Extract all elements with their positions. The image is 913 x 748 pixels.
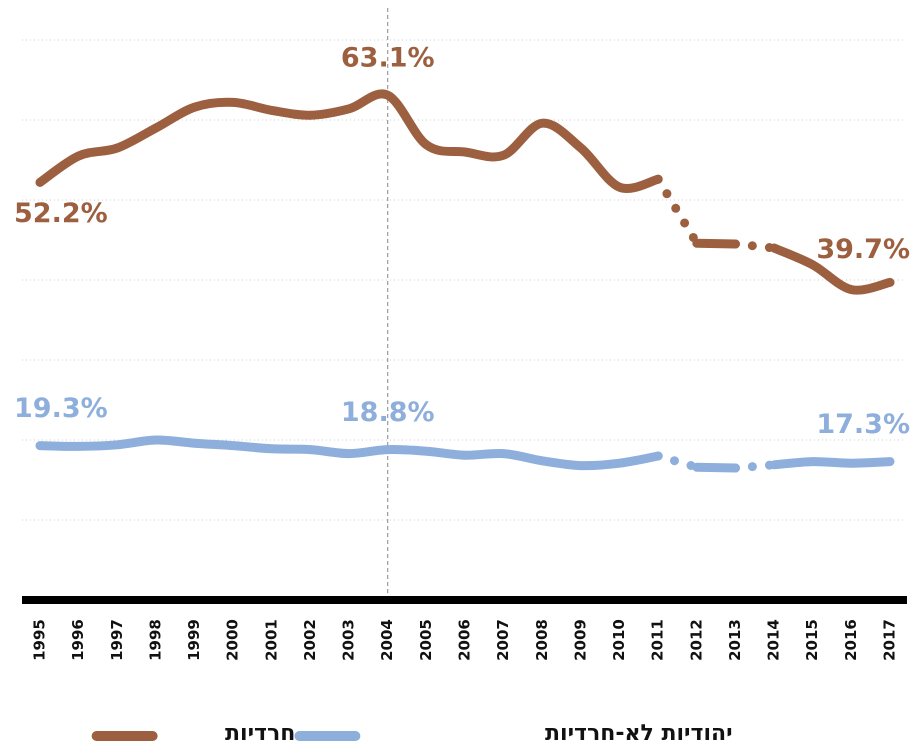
x-tick-label: 2006 [456, 619, 474, 661]
series-line-dotted [730, 239, 779, 253]
series-line [769, 243, 895, 295]
x-tick-label: 2003 [340, 619, 358, 661]
x-tick-label: 1995 [31, 619, 49, 661]
data-label: 18.8% [341, 397, 435, 428]
series-line [769, 457, 895, 470]
data-label: 17.3% [816, 409, 910, 440]
data-label: 19.3% [14, 393, 108, 424]
legend-label: יהודיות לא-חרדיות [545, 721, 733, 746]
x-tick-label: 2001 [262, 619, 280, 661]
x-tick-label: 2008 [533, 619, 551, 661]
x-tick-label: 2014 [765, 619, 783, 661]
x-tick-label: 2016 [842, 619, 860, 661]
x-tick-label: 1998 [146, 619, 164, 661]
x-axis [22, 596, 907, 604]
x-tick-label: 2011 [649, 619, 667, 661]
series-line-dotted [653, 451, 702, 472]
x-tick-label: 2005 [417, 619, 435, 661]
x-tick-label: 1996 [69, 619, 87, 661]
x-tick-label: 2015 [803, 619, 821, 661]
x-tick-label: 2010 [610, 619, 628, 661]
x-tick-label: 2012 [687, 619, 705, 661]
series-line-dotted [730, 460, 779, 473]
series-line [692, 238, 740, 249]
series-line [35, 435, 663, 471]
data-label: 52.2% [14, 198, 108, 229]
data-label: 63.1% [341, 43, 435, 74]
x-tick-label: 2007 [494, 619, 512, 661]
x-tick-label: 2009 [571, 619, 589, 661]
x-tick-label: 2002 [301, 619, 319, 661]
data-label: 39.7% [816, 234, 910, 265]
series-line [692, 462, 740, 473]
x-tick-label: 2000 [224, 619, 242, 661]
x-tick-label: 1997 [108, 619, 126, 661]
x-tick-label: 2013 [726, 619, 744, 661]
x-tick-label: 1999 [185, 619, 203, 661]
x-tick-label: 2017 [881, 619, 899, 661]
series-line-dotted [653, 174, 702, 248]
series-line [35, 89, 663, 193]
legend-label: חרדיות [225, 721, 295, 746]
x-tick-label: 2004 [378, 619, 396, 661]
